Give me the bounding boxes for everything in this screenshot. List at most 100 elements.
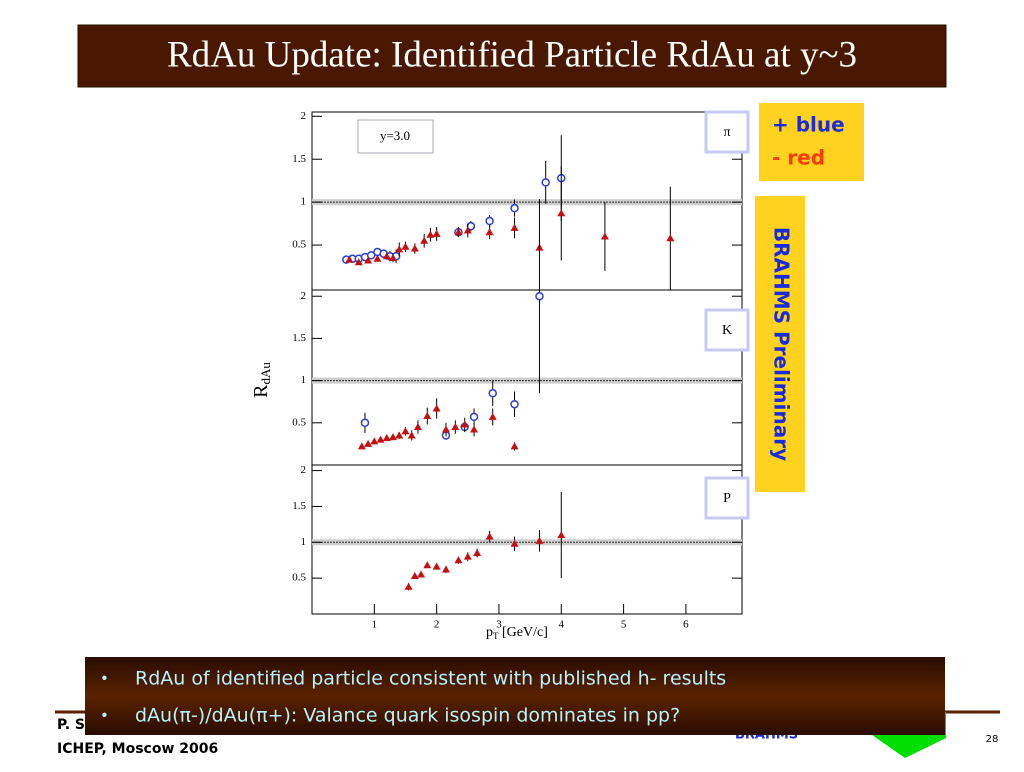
- y-tick-label: 1.5: [292, 500, 306, 512]
- x-tick-label: 6: [683, 619, 689, 631]
- point: [469, 412, 479, 422]
- point: [357, 442, 366, 450]
- point: [389, 253, 398, 261]
- legend-box: [759, 103, 864, 181]
- point: [354, 258, 363, 266]
- point: [395, 431, 404, 439]
- x-tick-label: 1: [372, 619, 378, 631]
- point: [485, 532, 494, 540]
- point: [510, 442, 519, 450]
- y-label-sub: dAu: [258, 362, 273, 385]
- point: [535, 536, 544, 544]
- point: [454, 556, 463, 564]
- point: [360, 418, 370, 428]
- point: [432, 229, 441, 237]
- title: RdAu Update: Identified Particle RdAu at…: [167, 34, 857, 75]
- footer-author: P. S: [57, 717, 85, 733]
- y-tick-label: 1.5: [292, 153, 306, 165]
- point: [535, 291, 544, 301]
- point: [404, 582, 413, 590]
- footer-event: ICHEP, Moscow 2006: [57, 741, 218, 757]
- y-tick-label: 2: [301, 464, 307, 476]
- point: [376, 435, 385, 443]
- point: [432, 562, 441, 570]
- point: [510, 399, 519, 409]
- y-tick-label: 2: [301, 290, 307, 302]
- y-tick-label: 2: [301, 110, 307, 122]
- y-label-main: R: [250, 384, 272, 398]
- x-tick-label: 2: [434, 619, 440, 631]
- legend-plus: + blue: [772, 113, 845, 137]
- point: [432, 404, 441, 412]
- x-axis-label: pT [GeV/c]: [486, 625, 548, 641]
- point: [364, 439, 373, 447]
- x-label-sub: T: [493, 631, 499, 641]
- bullet: RdAu of identified particle consistent w…: [135, 668, 726, 690]
- point: [389, 433, 398, 441]
- bullet: dAu(π-)/dAu(π+): Valance quark isospin d…: [135, 705, 680, 727]
- point: [401, 427, 410, 435]
- point: [364, 256, 373, 264]
- point: [373, 254, 382, 262]
- point: [407, 431, 416, 439]
- point: [413, 423, 422, 431]
- point: [488, 389, 497, 398]
- point: [463, 226, 472, 234]
- point: [510, 539, 519, 547]
- particle-label: P: [723, 491, 731, 506]
- point: [485, 216, 494, 226]
- y-tick-label: 1.5: [292, 332, 306, 344]
- particle-label: π: [723, 125, 730, 140]
- point: [382, 433, 391, 441]
- legend-minus: - red: [772, 146, 825, 170]
- x-tick-label: 4: [559, 619, 565, 631]
- point: [557, 531, 566, 539]
- point: [541, 178, 550, 187]
- particle-box: [704, 476, 750, 520]
- point: [410, 244, 419, 252]
- page-number: 28: [986, 734, 999, 745]
- point: [463, 552, 472, 560]
- rapidity: y=3.0: [380, 128, 410, 143]
- point: [441, 425, 450, 433]
- point: [382, 252, 391, 260]
- y-tick-label: 0.5: [292, 239, 306, 251]
- point: [557, 209, 566, 217]
- point: [451, 423, 460, 431]
- x-label-unit: [GeV/c]: [499, 625, 548, 640]
- bullet-box: [85, 657, 945, 735]
- y-tick-label: 0.5: [292, 416, 306, 428]
- point: [426, 230, 435, 238]
- point: [410, 571, 419, 579]
- point: [366, 251, 376, 260]
- point: [510, 203, 519, 213]
- bullet-dot: •: [100, 707, 109, 725]
- y-tick-label: 1: [301, 374, 307, 386]
- point: [423, 561, 432, 569]
- plot-frame: [311, 111, 743, 615]
- point: [485, 228, 494, 236]
- y-axis-label: RdAu: [250, 362, 273, 398]
- x-tick-label: 3: [496, 619, 502, 631]
- point: [401, 242, 410, 250]
- point: [395, 245, 404, 253]
- point: [420, 236, 429, 244]
- point: [345, 255, 354, 263]
- rapidity-box: [357, 119, 434, 154]
- point: [370, 437, 379, 445]
- point: [488, 412, 497, 420]
- y-tick-label: 1: [301, 536, 307, 548]
- y-tick-label: 1: [301, 196, 307, 208]
- title-box: [77, 24, 947, 88]
- particle-box: [704, 110, 750, 154]
- particle-label: K: [722, 323, 732, 338]
- point: [473, 549, 482, 557]
- particle-box: [704, 308, 750, 352]
- x-tick-label: 5: [621, 619, 627, 631]
- point: [600, 232, 609, 240]
- y-tick-label: 0.5: [292, 572, 306, 584]
- point: [454, 228, 463, 236]
- preliminary-box: [755, 196, 805, 492]
- preliminary: BRAHMS Preliminary: [770, 227, 794, 461]
